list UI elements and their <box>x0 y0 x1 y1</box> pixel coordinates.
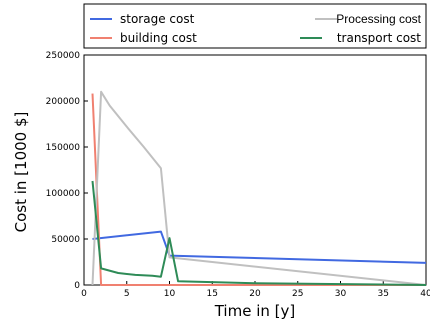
x-tick-label: 25 <box>292 289 303 299</box>
x-tick-label: 5 <box>124 289 130 299</box>
x-tick-label: 10 <box>164 289 176 299</box>
x-tick-label: 35 <box>378 289 389 299</box>
series-line-storage-cost <box>92 230 427 264</box>
x-tick-label: 0 <box>81 289 87 299</box>
series-line-processing-cost <box>91 90 427 286</box>
series-lines <box>91 90 427 286</box>
y-tick-label: 100000 <box>46 189 81 199</box>
series-line-building-cost <box>91 93 426 286</box>
y-tick-label: 0 <box>74 281 80 291</box>
x-axis-title: Time in [y] <box>214 302 296 320</box>
y-tick-label: 50000 <box>51 235 80 245</box>
x-tick-label: 40 <box>420 289 430 299</box>
y-axis-title: Cost in [1000 $] <box>12 112 30 233</box>
legend-label-building: building cost <box>120 31 197 45</box>
y-tick-label: 250000 <box>46 51 81 61</box>
x-tick-label: 15 <box>207 289 218 299</box>
series-line-transport-cost <box>91 180 427 286</box>
x-tick-label: 20 <box>249 289 261 299</box>
y-tick-label: 150000 <box>46 143 81 153</box>
y-tick-label: 200000 <box>46 97 81 107</box>
x-axis-ticks: 0 5 10 15 20 25 30 35 40 <box>81 281 430 299</box>
legend-box <box>83 3 427 49</box>
legend-label-storage: storage cost <box>120 12 195 26</box>
legend-label-processing: Processing cost <box>336 12 421 26</box>
y-axis-ticks: 0 50000 100000 150000 200000 250000 <box>46 51 88 291</box>
plot-area <box>83 54 427 286</box>
legend: storage cost building cost Processing co… <box>90 12 422 45</box>
legend-label-transport: transport cost <box>337 31 421 45</box>
x-tick-label: 30 <box>335 289 347 299</box>
